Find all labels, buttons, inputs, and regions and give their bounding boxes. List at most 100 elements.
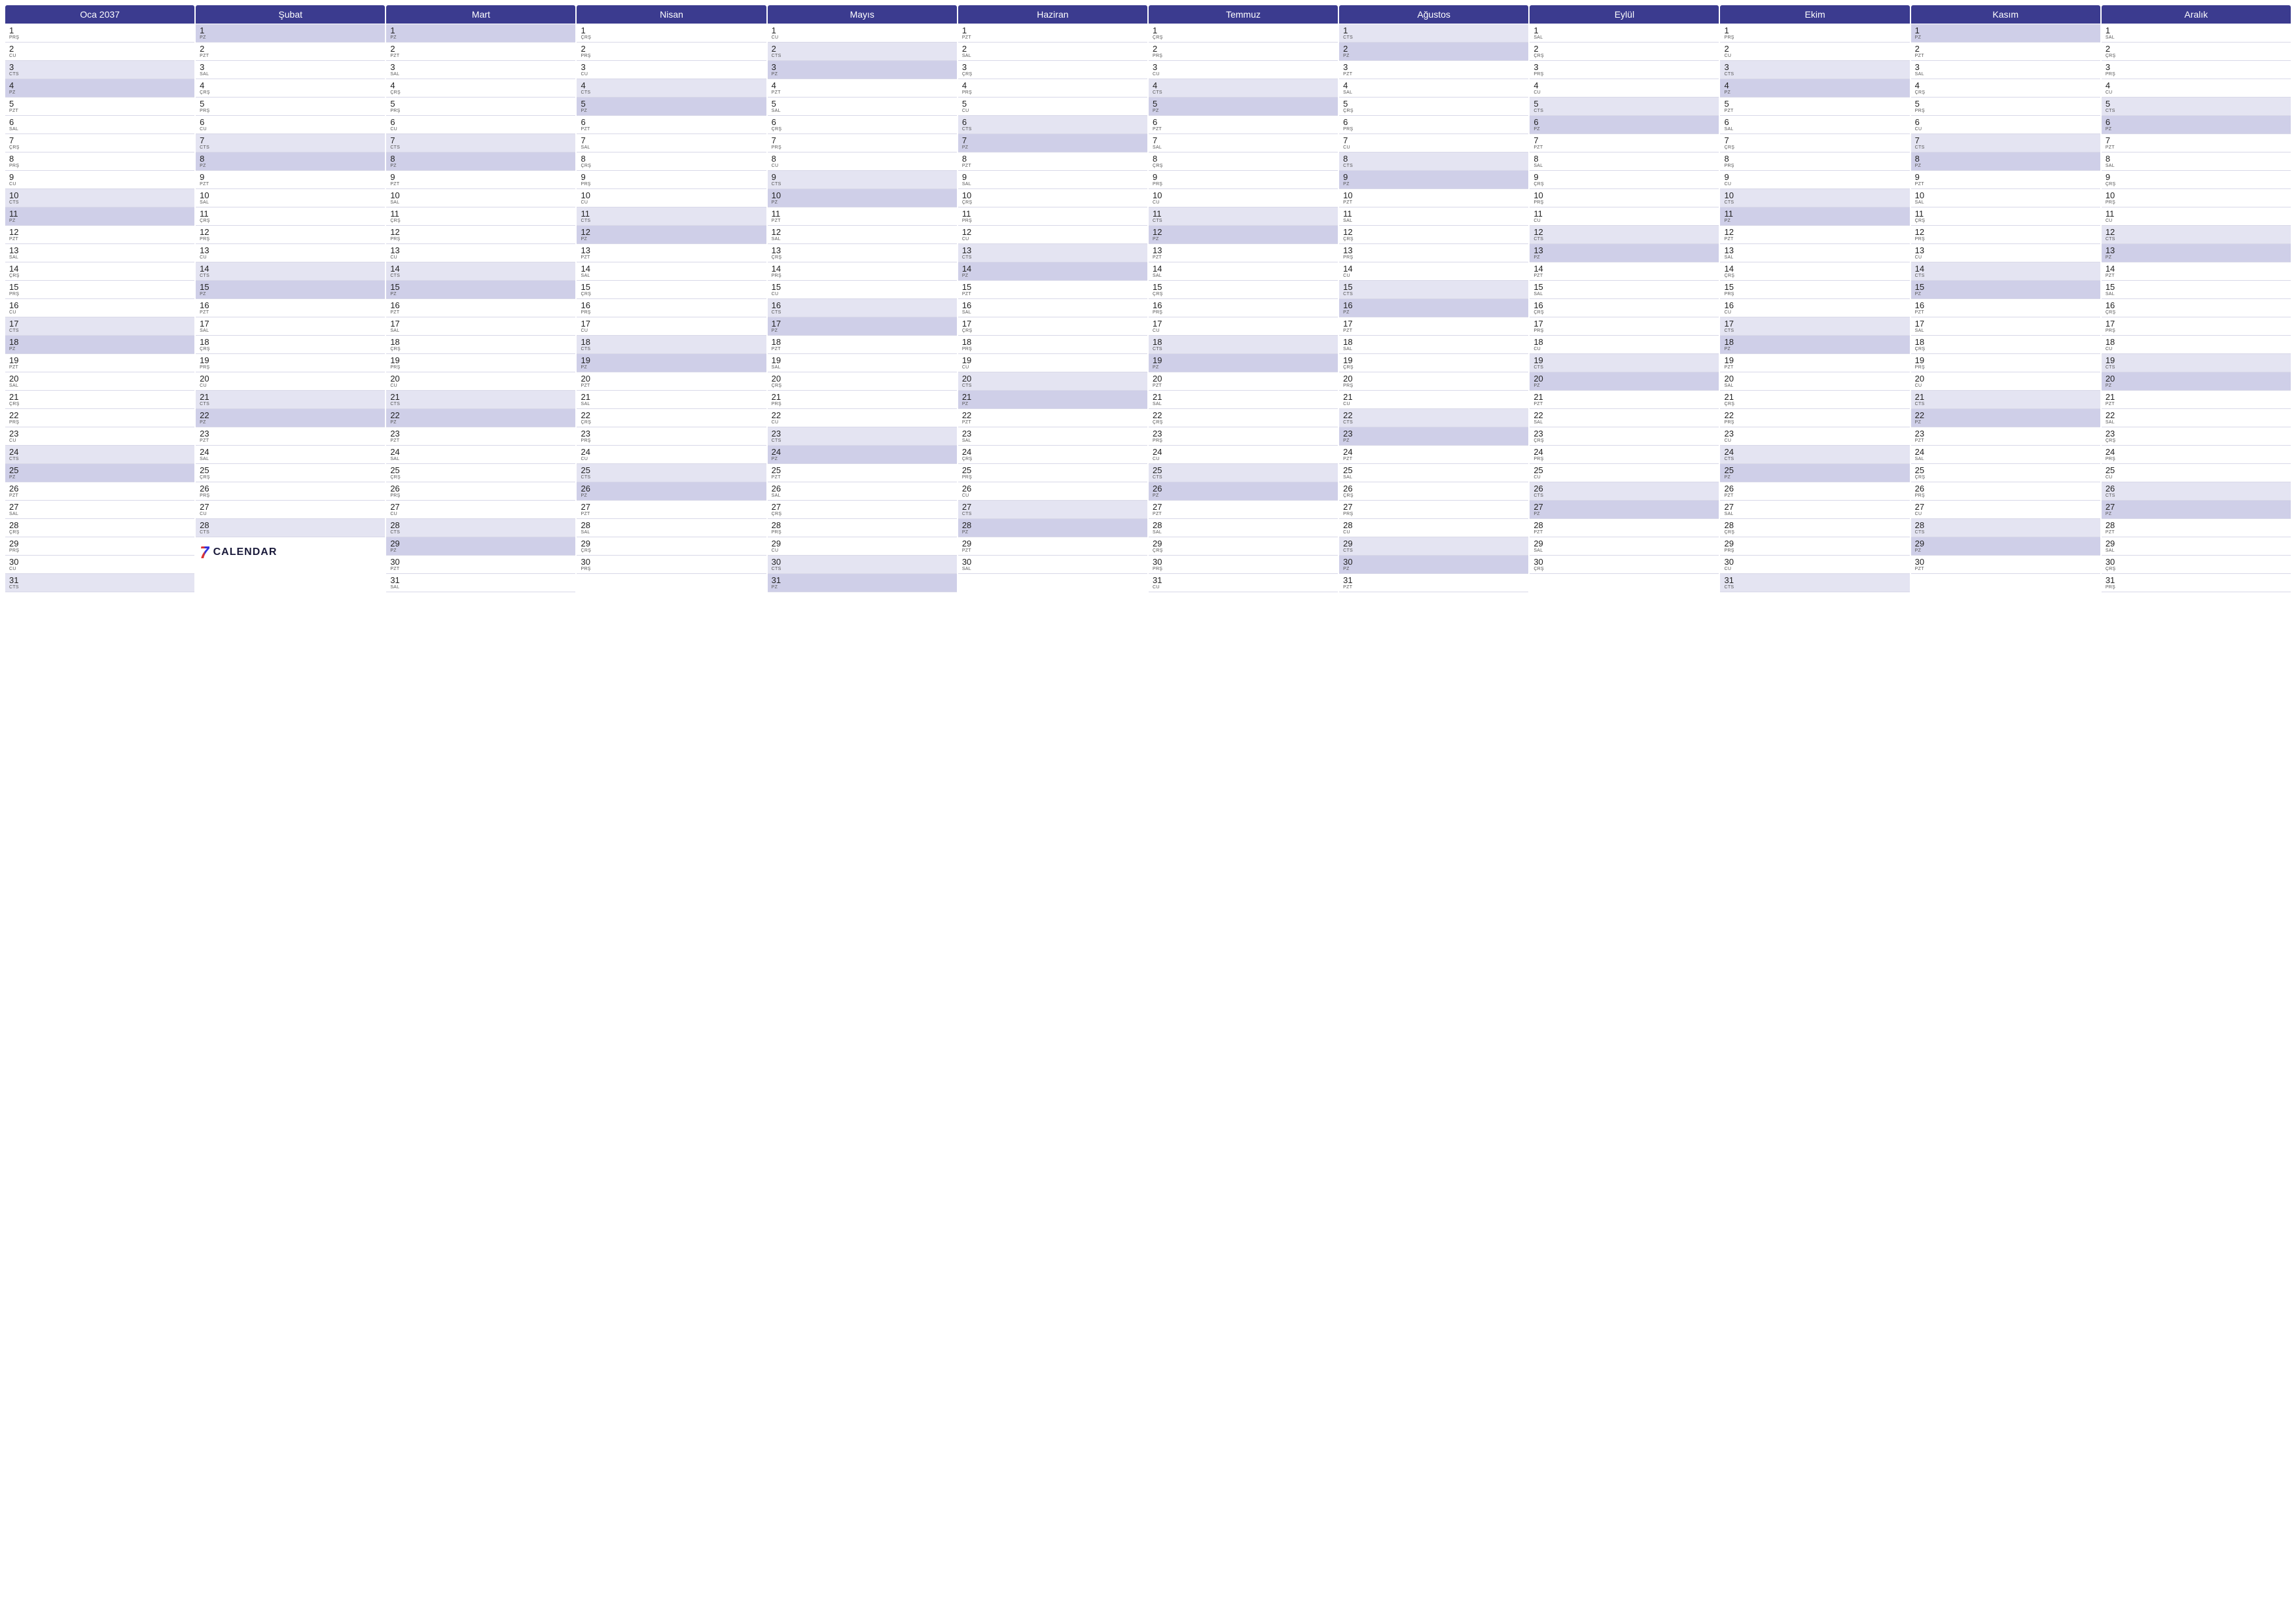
day-number: 4 bbox=[1153, 81, 1334, 90]
day-abbr: CU bbox=[1724, 567, 1905, 572]
day-number: 27 bbox=[962, 503, 1143, 512]
day-abbr: PZ bbox=[1343, 182, 1524, 187]
day-abbr: ÇRŞ bbox=[581, 35, 762, 41]
day-cell: 24CTS bbox=[1720, 446, 1909, 464]
day-abbr: ÇRŞ bbox=[962, 457, 1143, 462]
day-cell: 13CU bbox=[386, 244, 575, 262]
day-cell: 21PZT bbox=[1530, 391, 1719, 409]
day-number: 3 bbox=[581, 63, 762, 72]
day-abbr: SAL bbox=[1534, 548, 1715, 554]
day-number: 10 bbox=[1724, 191, 1905, 200]
day-abbr: CU bbox=[9, 567, 190, 572]
day-number: 9 bbox=[1915, 173, 2096, 182]
day-abbr: SAL bbox=[390, 72, 571, 77]
day-cell: 5SAL bbox=[768, 98, 957, 116]
day-abbr: PRŞ bbox=[772, 274, 953, 279]
day-number: 2 bbox=[962, 45, 1143, 54]
day-abbr: PRŞ bbox=[581, 438, 762, 444]
day-abbr: CTS bbox=[200, 145, 381, 151]
day-abbr: SAL bbox=[9, 127, 190, 132]
day-cell: 22PRŞ bbox=[5, 409, 194, 427]
day-abbr: CU bbox=[962, 493, 1143, 499]
day-cell: 21CTS bbox=[1911, 391, 2100, 409]
day-abbr: PZT bbox=[390, 182, 571, 187]
day-number: 20 bbox=[1534, 374, 1715, 383]
day-cell: 22PZ bbox=[386, 409, 575, 427]
day-abbr: CTS bbox=[962, 127, 1143, 132]
day-cell: 28SAL bbox=[577, 519, 766, 537]
day-abbr: ÇRŞ bbox=[962, 200, 1143, 205]
day-number: 4 bbox=[200, 81, 381, 90]
day-abbr: CU bbox=[200, 127, 381, 132]
day-abbr: CU bbox=[1153, 200, 1334, 205]
day-cell: 6CU bbox=[196, 116, 385, 134]
day-abbr: PZ bbox=[1724, 347, 1905, 352]
day-number: 1 bbox=[772, 26, 953, 35]
day-abbr: PZT bbox=[9, 109, 190, 114]
day-abbr: CTS bbox=[772, 567, 953, 572]
day-number: 30 bbox=[9, 558, 190, 567]
day-number: 9 bbox=[9, 173, 190, 182]
day-number: 3 bbox=[962, 63, 1143, 72]
day-abbr: PZT bbox=[200, 182, 381, 187]
day-cell: 6PRŞ bbox=[1339, 116, 1528, 134]
day-cell: 1PRŞ bbox=[1720, 24, 1909, 43]
day-cell: 19PRŞ bbox=[386, 354, 575, 372]
day-number: 16 bbox=[2106, 301, 2287, 310]
day-abbr: CU bbox=[772, 548, 953, 554]
day-number: 19 bbox=[772, 356, 953, 365]
day-number: 16 bbox=[581, 301, 762, 310]
day-cell: 31CTS bbox=[1720, 574, 1909, 592]
day-cell: 28PZT bbox=[2102, 519, 2291, 537]
day-abbr: PRŞ bbox=[1343, 383, 1524, 389]
day-abbr: CTS bbox=[1724, 72, 1905, 77]
day-number: 28 bbox=[9, 521, 190, 530]
day-abbr: CTS bbox=[1915, 274, 2096, 279]
day-cell: 28PRŞ bbox=[768, 519, 957, 537]
day-abbr: CTS bbox=[1724, 329, 1905, 334]
month-header: Haziran bbox=[958, 5, 1147, 24]
day-cell: 27CU bbox=[1911, 501, 2100, 519]
day-cell: 10ÇRŞ bbox=[958, 189, 1147, 207]
day-cell: 23ÇRŞ bbox=[2102, 427, 2291, 446]
day-abbr: ÇRŞ bbox=[772, 127, 953, 132]
day-number: 15 bbox=[772, 283, 953, 292]
day-number: 3 bbox=[1153, 63, 1334, 72]
month-column: Temmuz1ÇRŞ2PRŞ3CU4CTS5PZ6PZT7SAL8ÇRŞ9PRŞ… bbox=[1149, 5, 1338, 592]
day-number: 1 bbox=[9, 26, 190, 35]
day-cell: 10SAL bbox=[386, 189, 575, 207]
day-cell: 18CU bbox=[2102, 336, 2291, 354]
day-abbr: CU bbox=[1534, 475, 1715, 480]
day-abbr: CU bbox=[2106, 219, 2287, 224]
day-number: 20 bbox=[1915, 374, 2096, 383]
day-number: 21 bbox=[1343, 393, 1524, 402]
day-number: 8 bbox=[1724, 154, 1905, 164]
day-abbr: ÇRŞ bbox=[581, 548, 762, 554]
day-abbr: CTS bbox=[1724, 200, 1905, 205]
day-cell: 1CTS bbox=[1339, 24, 1528, 43]
day-cell: 14CU bbox=[1339, 262, 1528, 281]
day-cell: 16PZT bbox=[386, 299, 575, 317]
day-abbr: ÇRŞ bbox=[1915, 90, 2096, 96]
day-abbr: PZT bbox=[1915, 567, 2096, 572]
day-number: 23 bbox=[9, 429, 190, 438]
day-abbr: CTS bbox=[772, 182, 953, 187]
day-abbr: PZ bbox=[9, 475, 190, 480]
day-number: 22 bbox=[1343, 411, 1524, 420]
day-abbr: SAL bbox=[1153, 145, 1334, 151]
day-abbr: SAL bbox=[1343, 90, 1524, 96]
day-cell: 3SAL bbox=[386, 61, 575, 79]
day-number: 16 bbox=[1153, 301, 1334, 310]
day-cell: 4PZ bbox=[5, 79, 194, 98]
day-cell: 12CTS bbox=[1530, 226, 1719, 244]
day-cell: 16CU bbox=[5, 299, 194, 317]
day-number: 11 bbox=[1534, 209, 1715, 219]
day-cell: 27PZ bbox=[2102, 501, 2291, 519]
day-cell: 25CU bbox=[2102, 464, 2291, 482]
day-number: 27 bbox=[2106, 503, 2287, 512]
day-number: 22 bbox=[390, 411, 571, 420]
day-cell: 26CTS bbox=[1530, 482, 1719, 501]
month-header: Ekim bbox=[1720, 5, 1909, 24]
day-number: 30 bbox=[962, 558, 1143, 567]
month-column: Mart1PZ2PZT3SAL4ÇRŞ5PRŞ6CU7CTS8PZ9PZT10S… bbox=[386, 5, 575, 592]
